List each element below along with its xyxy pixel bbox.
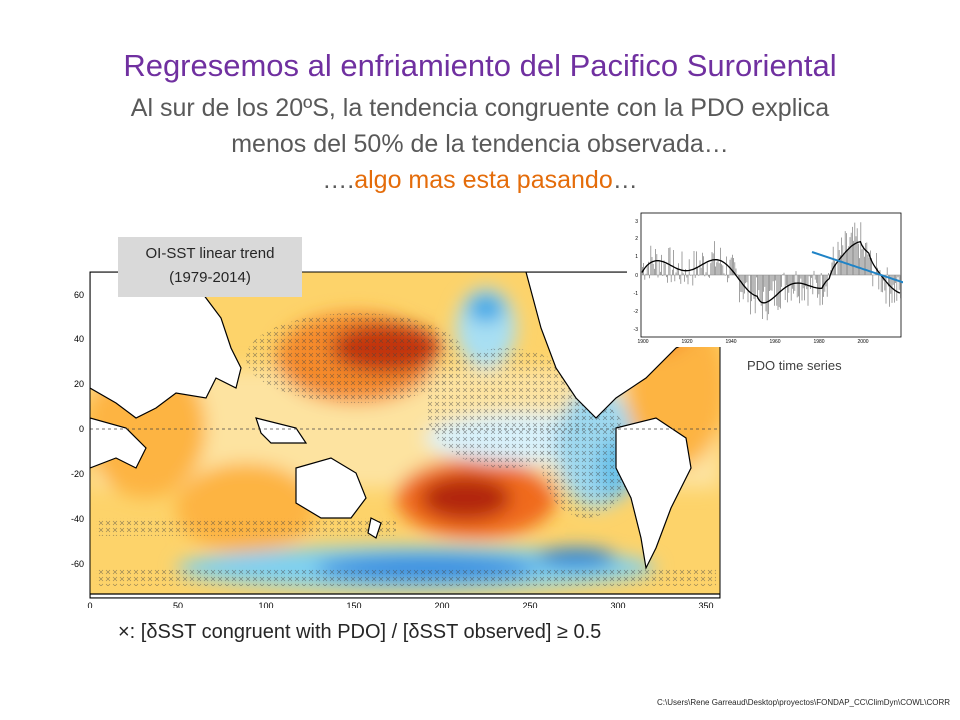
pdo-caption: PDO time series (747, 358, 842, 373)
x-tick-label: 50 (173, 601, 183, 608)
slide-subtitle: Al sur de los 20ºS, la tendencia congrue… (60, 90, 900, 198)
pdo-x-tick: 1900 (637, 339, 648, 345)
x-tick-label: 300 (610, 601, 625, 608)
x-tick-label: 150 (346, 601, 361, 608)
y-tick-label: -20 (71, 469, 84, 479)
hatching-legend: ×: [δSST congruent with PDO] / [δSST obs… (118, 621, 602, 643)
pdo-x-tick: 2000 (857, 339, 868, 345)
antarctica-land (90, 593, 720, 598)
subtitle-accent: algo mas esta pasando (354, 166, 613, 194)
sst-field (90, 272, 720, 598)
trend-label-box: OI-SST linear trend (1979-2014) (118, 237, 302, 297)
pdo-x-tick: 1920 (681, 339, 692, 345)
pdo-x-tick: 1940 (725, 339, 736, 345)
x-tick-label: 200 (434, 601, 449, 608)
africa-land (90, 417, 147, 469)
subtitle-prefix: …. (322, 166, 355, 194)
x-tick-label: 250 (522, 601, 537, 608)
pdo-monthly-series (642, 222, 901, 321)
y-tick-label: 60 (74, 290, 84, 300)
x-tick-label: 350 (698, 601, 713, 608)
trend-label-line-2: (1979-2014) (169, 269, 251, 286)
asia-land (90, 272, 242, 419)
slide-title: Regresemos al enfriamiento del Pacifico … (123, 48, 837, 83)
pdo-x-tick: 1960 (769, 339, 780, 345)
pdo-congruence-hatching (96, 313, 716, 586)
map-frame (89, 271, 721, 599)
australia-land (295, 457, 367, 519)
sst-map-svg: 60 40 20 0 -20 -40 -60 0 50 100 150 200 … (71, 271, 721, 608)
x-tick-label: 100 (258, 601, 273, 608)
trend-label-line-1: OI-SST linear trend (145, 245, 275, 262)
sst-trend-map: 60 40 20 0 -20 -40 -60 0 50 100 150 200 … (56, 268, 726, 608)
y-tick-label: 0 (79, 424, 84, 434)
pdo-y-tick: -1 (634, 291, 639, 297)
subtitle-line-1: Al sur de los 20ºS, la tendencia congrue… (130, 94, 830, 122)
subtitle-line-3: ….algo mas esta pasando… (60, 162, 900, 198)
pdo-time-series-inset: 3 2 1 0 -1 -2 -3 1900 1920 1940 1960 198… (627, 207, 918, 347)
pdo-y-tick: 2 (635, 236, 638, 242)
y-tick-label: -40 (71, 514, 84, 524)
pdo-smoothed-line (641, 240, 901, 304)
map-axes: 60 40 20 0 -20 -40 -60 0 50 100 150 200 … (71, 290, 714, 608)
pdo-x-tick: 1980 (813, 339, 824, 345)
y-tick-label: 20 (74, 379, 84, 389)
pdo-y-tick: 0 (635, 273, 638, 279)
subtitle-line-2: menos del 50% de la tendencia observada… (231, 130, 729, 158)
pdo-axes: 3 2 1 0 -1 -2 -3 1900 1920 1940 1960 198… (634, 219, 869, 345)
pdo-trend-line (811, 251, 918, 288)
pdo-y-tick: 3 (635, 219, 638, 225)
subtitle-suffix: … (612, 166, 638, 194)
y-tick-label: 40 (74, 334, 84, 344)
x-tick-label: 0 (87, 601, 92, 608)
file-path-footer: C:\Users\Rene Garreaud\Desktop\proyectos… (657, 698, 950, 707)
pdo-y-tick: -3 (634, 327, 639, 333)
y-tick-label: -60 (71, 559, 84, 569)
maritime-continent-land (255, 417, 308, 444)
south-america-land (615, 417, 692, 570)
new-zealand-land (367, 517, 382, 539)
pdo-y-tick: -2 (634, 309, 639, 315)
pdo-chart-svg: 3 2 1 0 -1 -2 -3 1900 1920 1940 1960 198… (634, 212, 918, 345)
pdo-y-tick: 1 (635, 254, 638, 260)
